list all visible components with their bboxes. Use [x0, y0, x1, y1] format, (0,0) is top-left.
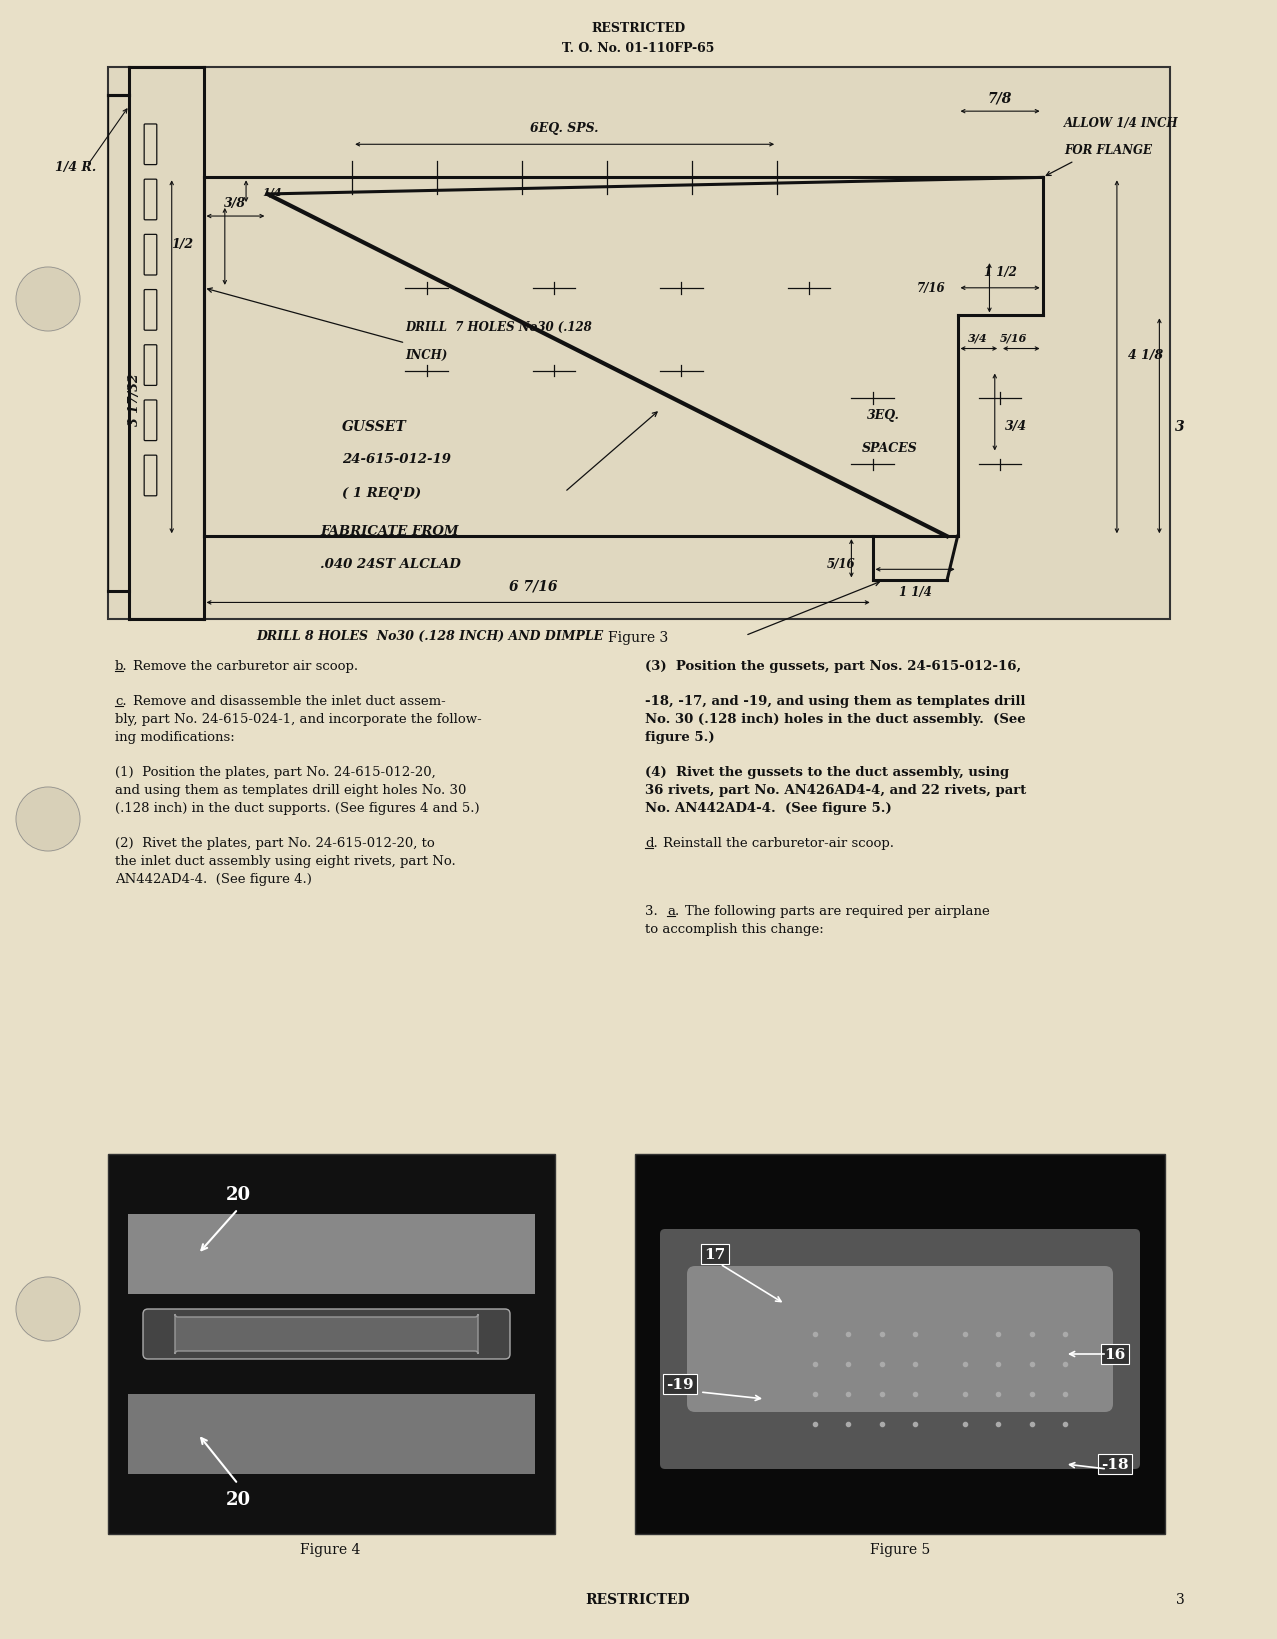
- Text: to accomplish this change:: to accomplish this change:: [645, 923, 824, 936]
- FancyBboxPatch shape: [144, 236, 157, 275]
- Bar: [128, 1214, 535, 1295]
- Bar: [635, 1154, 1165, 1534]
- Text: 4 1/8: 4 1/8: [1128, 349, 1163, 361]
- Text: 7/16: 7/16: [917, 282, 945, 295]
- Text: 20: 20: [226, 1490, 250, 1508]
- Text: No. AN442AD4-4.  (See figure 5.): No. AN442AD4-4. (See figure 5.): [645, 801, 891, 815]
- Text: 3: 3: [1175, 420, 1185, 434]
- Text: GUSSET: GUSSET: [342, 420, 406, 434]
- Text: 7/8: 7/8: [988, 92, 1013, 105]
- Text: ALLOW 1/4 INCH: ALLOW 1/4 INCH: [1064, 116, 1179, 129]
- FancyBboxPatch shape: [144, 290, 157, 331]
- Text: 3: 3: [1176, 1591, 1184, 1606]
- Text: figure 5.): figure 5.): [645, 731, 715, 744]
- Text: (4)  Rivet the gussets to the duct assembly, using: (4) Rivet the gussets to the duct assemb…: [645, 765, 1009, 779]
- Text: 1/2: 1/2: [171, 238, 193, 251]
- Text: -19: -19: [667, 1377, 693, 1392]
- Text: 3 17/32: 3 17/32: [128, 372, 140, 425]
- Bar: [109, 1154, 555, 1534]
- Text: Remove and disassemble the inlet duct assem-: Remove and disassemble the inlet duct as…: [133, 695, 446, 708]
- Text: AN442AD4-4.  (See figure 4.): AN442AD4-4. (See figure 4.): [115, 872, 312, 885]
- Text: Remove the carburetor air scoop.: Remove the carburetor air scoop.: [133, 659, 358, 672]
- Text: -18: -18: [1101, 1457, 1129, 1472]
- Text: RESTRICTED: RESTRICTED: [586, 1591, 691, 1606]
- Text: (3)  Position the gussets, part Nos. 24-615-012-16,: (3) Position the gussets, part Nos. 24-6…: [645, 659, 1022, 672]
- Text: 6 7/16: 6 7/16: [508, 580, 557, 593]
- Text: T. O. No. 01-110FP-65: T. O. No. 01-110FP-65: [562, 41, 714, 54]
- Circle shape: [17, 787, 80, 852]
- Text: 6EQ. SPS.: 6EQ. SPS.: [530, 123, 599, 134]
- Text: RESTRICTED: RESTRICTED: [591, 21, 684, 34]
- Text: b.: b.: [115, 659, 128, 672]
- Text: DRILL 8 HOLES  No30 (.128 INCH) AND DIMPLE: DRILL 8 HOLES No30 (.128 INCH) AND DIMPL…: [257, 629, 604, 642]
- Text: c.: c.: [115, 695, 126, 708]
- Text: d.: d.: [645, 836, 658, 849]
- Text: INCH): INCH): [405, 349, 448, 361]
- Text: FOR FLANGE: FOR FLANGE: [1064, 144, 1152, 157]
- Text: DRILL  7 HOLES No30 (.128: DRILL 7 HOLES No30 (.128: [405, 321, 593, 334]
- Text: (1)  Position the plates, part No. 24-615-012-20,: (1) Position the plates, part No. 24-615…: [115, 765, 435, 779]
- FancyBboxPatch shape: [144, 400, 157, 441]
- FancyBboxPatch shape: [144, 456, 157, 497]
- Text: 17: 17: [705, 1247, 725, 1262]
- Text: 3/4: 3/4: [968, 333, 988, 344]
- Text: 3EQ.: 3EQ.: [867, 410, 900, 421]
- FancyBboxPatch shape: [144, 346, 157, 387]
- Text: 5/16: 5/16: [1000, 333, 1028, 344]
- FancyBboxPatch shape: [143, 1310, 510, 1359]
- FancyBboxPatch shape: [687, 1267, 1114, 1413]
- Text: FABRICATE FROM: FABRICATE FROM: [321, 524, 458, 538]
- Text: 36 rivets, part No. AN426AD4-4, and 22 rivets, part: 36 rivets, part No. AN426AD4-4, and 22 r…: [645, 783, 1027, 797]
- FancyBboxPatch shape: [660, 1229, 1140, 1469]
- Text: 24-615-012-19: 24-615-012-19: [342, 452, 451, 465]
- Text: a.: a.: [667, 905, 679, 918]
- FancyBboxPatch shape: [144, 180, 157, 221]
- Text: 1/4 R.: 1/4 R.: [55, 161, 96, 174]
- Text: (.128 inch) in the duct supports. (See figures 4 and 5.): (.128 inch) in the duct supports. (See f…: [115, 801, 480, 815]
- Text: bly, part No. 24-615-024-1, and incorporate the follow-: bly, part No. 24-615-024-1, and incorpor…: [115, 713, 481, 726]
- FancyBboxPatch shape: [144, 125, 157, 166]
- Circle shape: [17, 1277, 80, 1341]
- Text: ( 1 REQ'D): ( 1 REQ'D): [342, 487, 420, 500]
- Text: The following parts are required per airplane: The following parts are required per air…: [684, 905, 990, 918]
- Text: and using them as templates drill eight holes No. 30: and using them as templates drill eight …: [115, 783, 466, 797]
- Text: No. 30 (.128 inch) holes in the duct assembly.  (See: No. 30 (.128 inch) holes in the duct ass…: [645, 713, 1025, 726]
- Text: SPACES: SPACES: [862, 443, 918, 456]
- Bar: [109, 67, 1170, 620]
- Text: 1/4: 1/4: [262, 187, 282, 198]
- Text: Figure 5: Figure 5: [870, 1542, 930, 1555]
- Text: 20: 20: [226, 1185, 250, 1203]
- Text: 5/16: 5/16: [826, 557, 856, 570]
- Text: 3.: 3.: [645, 905, 658, 918]
- Text: -18, -17, and -19, and using them as templates drill: -18, -17, and -19, and using them as tem…: [645, 695, 1025, 708]
- Text: 3/4: 3/4: [1005, 420, 1028, 433]
- Text: 16: 16: [1105, 1347, 1125, 1360]
- Text: (2)  Rivet the plates, part No. 24-615-012-20, to: (2) Rivet the plates, part No. 24-615-01…: [115, 836, 434, 849]
- Text: .040 24ST ALCLAD: .040 24ST ALCLAD: [321, 557, 461, 570]
- Text: Figure 3: Figure 3: [608, 631, 668, 644]
- Text: 3/8: 3/8: [225, 197, 246, 210]
- Text: 1 1/2: 1 1/2: [983, 266, 1016, 279]
- Text: the inlet duct assembly using eight rivets, part No.: the inlet duct assembly using eight rive…: [115, 854, 456, 867]
- Bar: [128, 1395, 535, 1473]
- Text: Figure 4: Figure 4: [300, 1542, 360, 1555]
- FancyBboxPatch shape: [175, 1314, 478, 1354]
- Text: Reinstall the carburetor-air scoop.: Reinstall the carburetor-air scoop.: [663, 836, 894, 849]
- Text: ing modifications:: ing modifications:: [115, 731, 235, 744]
- Circle shape: [17, 267, 80, 331]
- Text: 1 1/4: 1 1/4: [899, 585, 931, 598]
